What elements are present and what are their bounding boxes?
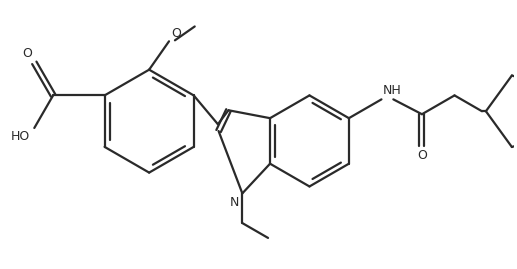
- Text: O: O: [171, 27, 181, 40]
- Text: O: O: [417, 149, 427, 162]
- Text: O: O: [22, 47, 33, 60]
- Text: NH: NH: [383, 84, 401, 97]
- Text: HO: HO: [11, 130, 31, 143]
- Text: N: N: [230, 196, 239, 209]
